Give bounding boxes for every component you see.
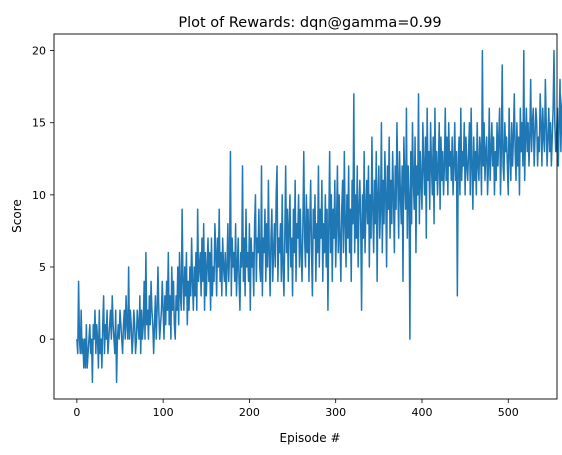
y-axis: 0 5 10 15 20: [32, 45, 54, 346]
series-line-0: [76, 49, 562, 384]
x-axis: 0 100 200 300 400 500: [73, 399, 519, 419]
x-tick-label: 300: [325, 406, 346, 419]
y-tick-label: 15: [32, 117, 46, 130]
y-tick-label: 5: [39, 261, 46, 274]
y-axis-label: Score: [10, 199, 24, 233]
plot-frame: [53, 33, 558, 400]
chart-title: Plot of Rewards: dqn@gamma=0.99: [178, 15, 441, 31]
x-tick-label: 100: [153, 406, 174, 419]
x-tick-label: 400: [411, 406, 432, 419]
y-tick-label: 0: [39, 333, 46, 346]
plot-series: [76, 49, 562, 384]
y-tick-label: 10: [32, 189, 46, 202]
x-tick-label: 500: [498, 406, 519, 419]
x-tick-label: 200: [239, 406, 260, 419]
y-tick-label: 20: [32, 45, 46, 58]
x-tick-label: 0: [73, 406, 80, 419]
x-axis-label: Episode #: [280, 431, 341, 445]
